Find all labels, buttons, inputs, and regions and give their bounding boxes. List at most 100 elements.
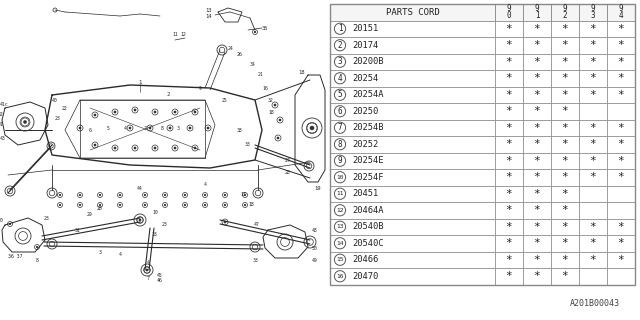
Bar	[330, 119, 495, 136]
Text: 33: 33	[152, 233, 158, 237]
Text: *: *	[589, 222, 596, 232]
Text: 20250: 20250	[352, 107, 378, 116]
Bar	[551, 20, 579, 37]
Bar	[579, 70, 607, 86]
Text: 3: 3	[338, 57, 342, 66]
Circle shape	[154, 147, 156, 149]
Bar	[607, 153, 635, 169]
Circle shape	[184, 204, 186, 206]
Text: *: *	[589, 156, 596, 166]
Bar	[551, 136, 579, 153]
Bar	[607, 103, 635, 119]
Text: 4: 4	[124, 125, 127, 131]
Text: 21: 21	[258, 73, 264, 77]
Text: 40: 40	[52, 98, 58, 102]
Text: 31: 31	[75, 228, 81, 233]
Text: 20252: 20252	[352, 140, 378, 149]
Text: *: *	[618, 255, 625, 265]
Circle shape	[173, 111, 177, 113]
Text: *: *	[506, 271, 513, 281]
Text: 4: 4	[204, 182, 207, 188]
Text: *: *	[562, 205, 568, 215]
Text: 20470: 20470	[352, 272, 378, 281]
Circle shape	[194, 147, 196, 149]
Text: 1: 1	[534, 12, 540, 20]
Bar	[523, 268, 551, 284]
Circle shape	[114, 111, 116, 113]
Bar	[495, 186, 523, 202]
Text: *: *	[589, 40, 596, 50]
Text: 2: 2	[167, 92, 170, 98]
Text: 43: 43	[0, 135, 6, 140]
Circle shape	[134, 109, 136, 111]
Text: 36 37: 36 37	[8, 254, 22, 260]
Text: 42: 42	[0, 113, 4, 117]
Bar	[551, 235, 579, 252]
Bar	[579, 186, 607, 202]
Text: 24: 24	[228, 45, 234, 51]
Text: 41c: 41c	[0, 101, 8, 107]
Text: 20151: 20151	[352, 24, 378, 33]
Circle shape	[154, 111, 156, 113]
Bar	[523, 169, 551, 186]
Bar	[607, 219, 635, 235]
Circle shape	[224, 194, 226, 196]
Text: *: *	[589, 123, 596, 133]
Circle shape	[184, 194, 186, 196]
Bar	[579, 20, 607, 37]
Text: 20254E: 20254E	[352, 156, 383, 165]
Bar	[579, 37, 607, 53]
Text: 4: 4	[619, 12, 623, 20]
Text: *: *	[534, 106, 540, 116]
Circle shape	[189, 127, 191, 129]
Bar	[523, 235, 551, 252]
Circle shape	[93, 144, 97, 146]
Text: *: *	[506, 106, 513, 116]
Bar	[330, 136, 495, 153]
Bar	[551, 4, 579, 20]
Circle shape	[223, 221, 227, 223]
Circle shape	[148, 127, 151, 129]
Text: 20540B: 20540B	[352, 222, 383, 231]
Text: 20464A: 20464A	[352, 206, 383, 215]
Text: 18: 18	[299, 69, 305, 75]
Text: *: *	[534, 222, 540, 232]
Circle shape	[278, 119, 282, 121]
Text: 20540C: 20540C	[352, 239, 383, 248]
Text: 13: 13	[205, 9, 212, 13]
Text: 28: 28	[97, 205, 103, 211]
Text: *: *	[506, 24, 513, 34]
Text: 48: 48	[312, 228, 317, 233]
Bar	[551, 70, 579, 86]
Text: 20466: 20466	[352, 255, 378, 264]
Circle shape	[194, 111, 196, 113]
Circle shape	[23, 120, 27, 124]
Text: *: *	[618, 156, 625, 166]
Bar	[551, 252, 579, 268]
Text: 14: 14	[205, 14, 212, 20]
Bar	[330, 169, 495, 186]
Circle shape	[119, 204, 121, 206]
Text: 19: 19	[315, 186, 321, 190]
Text: *: *	[506, 156, 513, 166]
Text: *: *	[562, 255, 568, 265]
Circle shape	[204, 204, 206, 206]
Bar	[607, 53, 635, 70]
Bar	[607, 136, 635, 153]
Text: 20174: 20174	[352, 41, 378, 50]
Text: 4: 4	[338, 74, 342, 83]
Text: *: *	[506, 255, 513, 265]
Bar	[330, 103, 495, 119]
Bar	[523, 53, 551, 70]
Circle shape	[169, 127, 172, 129]
Text: 9: 9	[507, 4, 511, 13]
Circle shape	[93, 114, 97, 116]
Bar	[551, 37, 579, 53]
Text: *: *	[618, 238, 625, 248]
Bar	[579, 153, 607, 169]
Bar	[551, 103, 579, 119]
Text: *: *	[534, 205, 540, 215]
Bar	[607, 169, 635, 186]
Text: 11: 11	[336, 191, 344, 196]
Text: PARTS CORD: PARTS CORD	[386, 8, 440, 17]
